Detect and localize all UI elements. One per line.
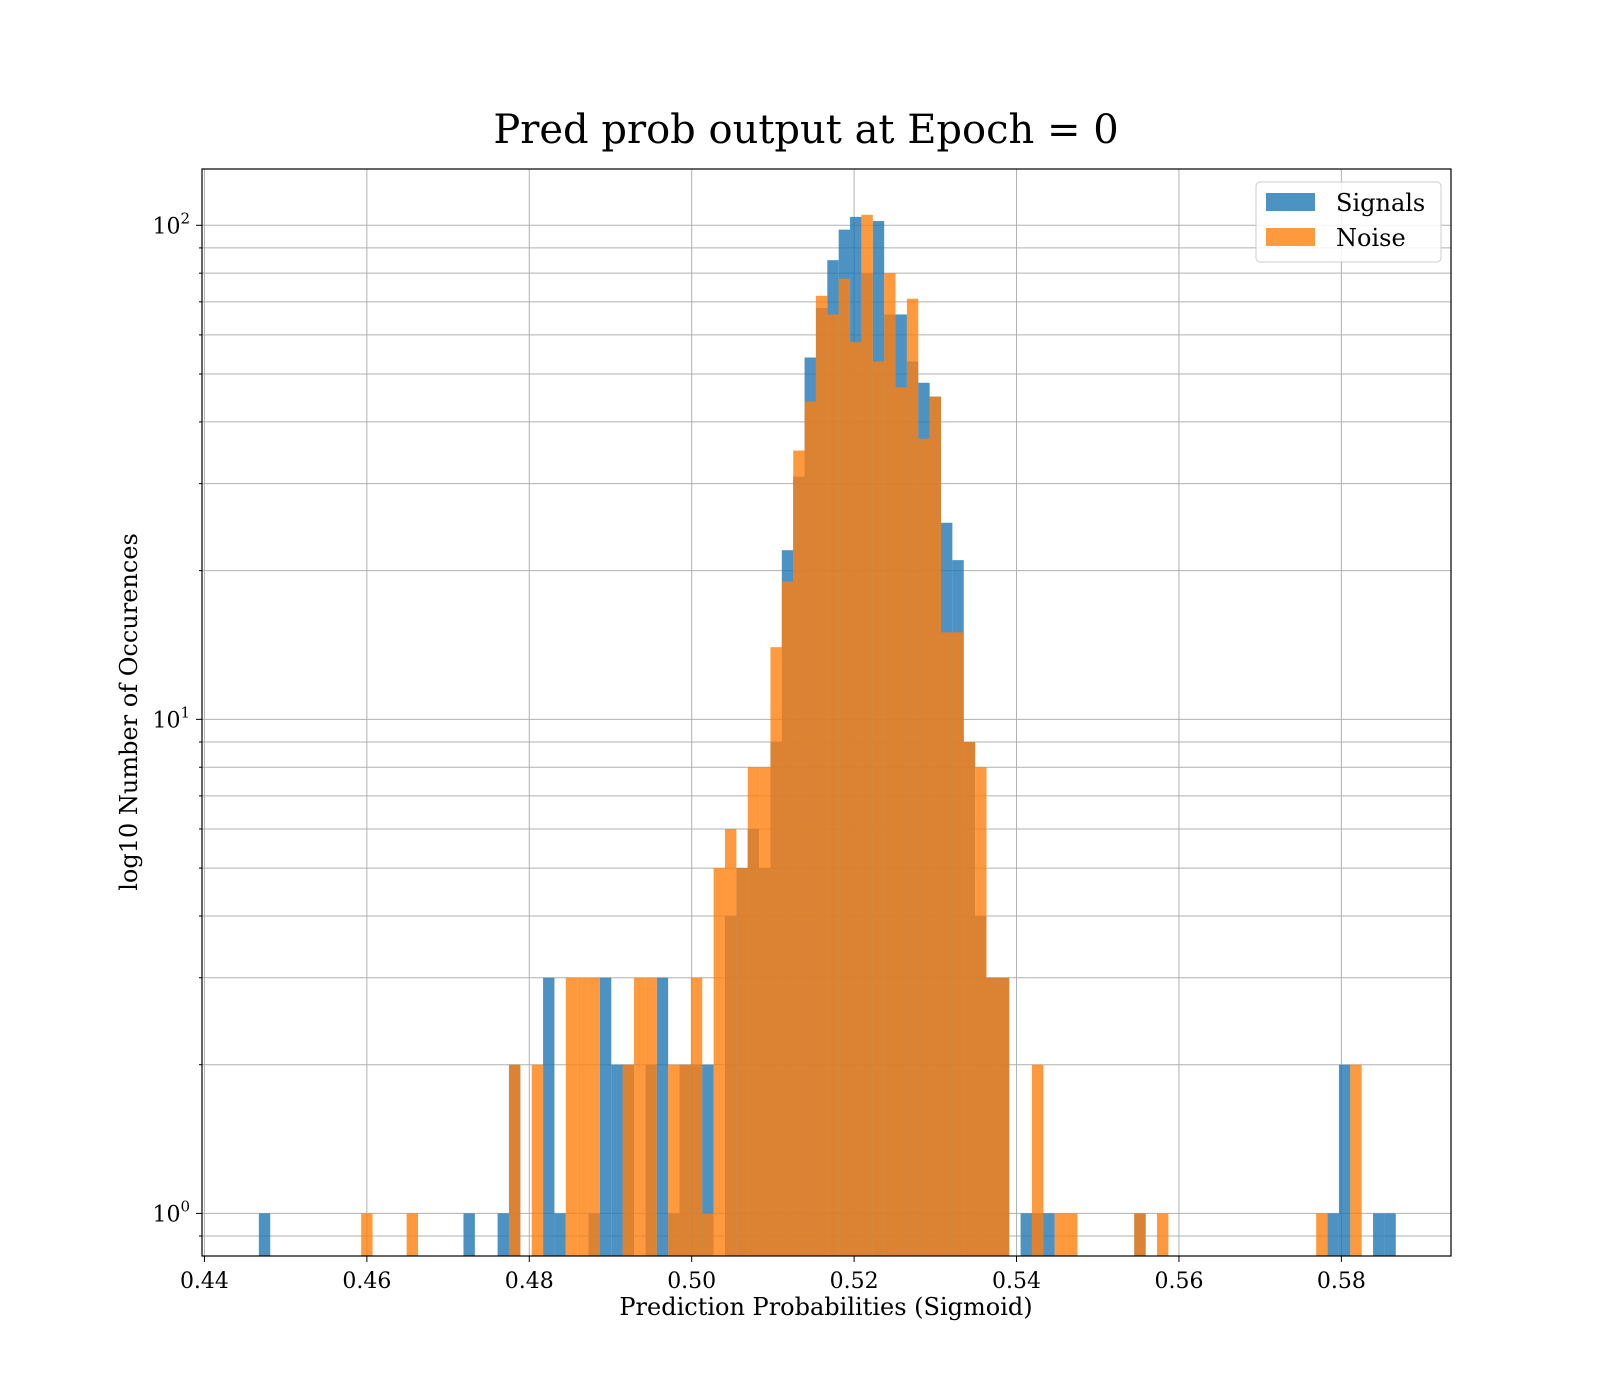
histogram-bar-noise <box>361 1213 373 1256</box>
histogram-bar-noise <box>622 1064 635 1256</box>
histogram-bar-signals <box>497 1213 509 1256</box>
bars <box>258 214 1396 1257</box>
histogram-bar-noise <box>906 298 919 1257</box>
histogram-bar-signals <box>1327 1213 1339 1256</box>
histogram-bar-signals <box>554 1213 566 1256</box>
histogram-bar-signals <box>611 1064 623 1256</box>
histogram-bar-noise <box>827 314 839 1256</box>
histogram-bar-signals <box>599 977 612 1256</box>
x-tick-label: 0.54 <box>992 1269 1041 1294</box>
axis-ticks: 0.44 0.46 0.48 0.50 0.52 0.54 0.56 0.58 100 101 10… <box>152 209 1365 1294</box>
legend-swatch-signals <box>1266 193 1315 211</box>
x-tick-label: 0.50 <box>667 1269 716 1294</box>
histogram-bar-noise <box>884 273 896 1257</box>
histogram-bar-noise <box>895 387 907 1257</box>
histogram-bar-signals <box>543 977 555 1256</box>
histogram-bar-noise <box>645 977 657 1256</box>
histogram-bar-noise <box>861 214 873 1257</box>
histogram-bar-noise <box>963 741 976 1256</box>
histogram-bar-noise <box>952 632 964 1256</box>
histogram-bar-noise <box>747 767 760 1256</box>
histogram-bar-noise <box>918 438 930 1256</box>
chart-title: Pred prob output at Epoch = 0 <box>493 107 1118 153</box>
histogram-bar-noise <box>1134 1213 1146 1256</box>
x-tick-label: 0.44 <box>180 1269 229 1294</box>
histogram-bar-signals <box>1043 1213 1055 1256</box>
histogram-bar-signals <box>1020 1213 1032 1256</box>
histogram-bar-noise <box>815 295 828 1256</box>
x-tick-label: 0.52 <box>830 1269 879 1294</box>
x-tick-label: 0.56 <box>1154 1269 1203 1294</box>
histogram-bar-noise <box>975 767 987 1256</box>
histogram-bar-noise <box>702 1213 714 1256</box>
histogram-bar-noise <box>679 1064 691 1256</box>
histogram-bar-signals <box>1384 1213 1396 1256</box>
legend-label-signals: Signals <box>1336 189 1425 217</box>
histogram-bar-noise <box>781 581 794 1256</box>
histogram-bar-noise <box>690 977 703 1256</box>
histogram-bar-signals <box>656 977 669 1256</box>
histogram-bar-noise <box>759 767 771 1256</box>
histogram-bar-noise <box>1031 1064 1044 1256</box>
plot-frame <box>201 168 1452 1257</box>
histogram-bar-noise <box>1054 1213 1067 1256</box>
histogram-bar-signals <box>258 1213 271 1256</box>
histogram-bar-signals <box>1373 1213 1385 1256</box>
histogram-bar-noise <box>838 278 851 1256</box>
histogram-bar-noise <box>1316 1213 1328 1256</box>
histogram-bar-noise <box>565 977 578 1256</box>
histogram-bar-noise <box>668 1064 680 1256</box>
histogram-bar-noise <box>736 868 748 1256</box>
histogram-bar-noise <box>872 361 885 1256</box>
x-tick-label: 0.46 <box>342 1269 391 1294</box>
histogram-bar-noise <box>588 977 600 1256</box>
y-tick-label: 101 <box>152 703 190 733</box>
histogram-bar-noise <box>531 1064 544 1256</box>
histogram-bar-noise <box>406 1213 419 1256</box>
legend-swatch-noise <box>1266 228 1315 246</box>
histogram-bar-noise <box>1066 1213 1078 1256</box>
histogram-bar-noise <box>941 632 953 1256</box>
histogram-bar-noise <box>804 401 816 1256</box>
histogram-bar-noise <box>724 828 737 1256</box>
histogram-bar-noise <box>997 977 1010 1256</box>
legend: Signals Noise <box>1255 181 1442 263</box>
x-tick-label: 0.48 <box>505 1269 554 1294</box>
y-tick-label: 102 <box>152 209 190 239</box>
histogram-bar-noise <box>793 450 805 1256</box>
histogram-bar-noise <box>1157 1213 1169 1256</box>
x-axis-label: Prediction Probabilities (Sigmoid) <box>619 1293 1032 1321</box>
histogram-bar-noise <box>770 647 782 1256</box>
legend-label-noise: Noise <box>1336 224 1406 252</box>
histogram-bar-noise <box>634 977 646 1256</box>
histogram-bar-noise <box>577 977 589 1256</box>
histogram-bar-noise <box>986 977 998 1256</box>
histogram-bar-noise <box>929 396 942 1256</box>
histogram-bar-signals <box>702 1064 714 1256</box>
histogram-bar-signals <box>1338 1064 1351 1256</box>
histogram-bar-noise <box>850 342 862 1256</box>
histogram-bar-noise <box>1350 1064 1362 1256</box>
x-tick-label: 0.58 <box>1317 1269 1366 1294</box>
y-axis-label: log10 Number of Occurences <box>115 533 143 891</box>
histogram-bar-noise <box>508 1064 521 1256</box>
histogram-bar-noise <box>713 868 725 1256</box>
y-tick-label: 100 <box>152 1197 190 1227</box>
histogram-bar-signals <box>463 1213 475 1256</box>
